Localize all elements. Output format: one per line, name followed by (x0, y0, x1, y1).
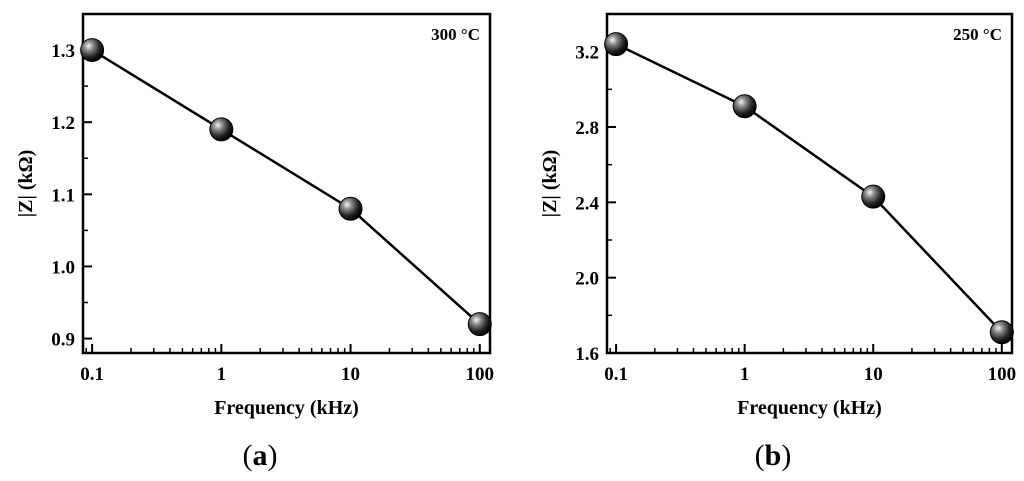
data-point (604, 32, 629, 57)
y-tick-label: 1.6 (575, 344, 599, 365)
data-point (80, 38, 105, 63)
panel-label-letter: a (253, 439, 268, 472)
panel-label-open: ( (755, 439, 765, 472)
temperature-annotation: 300 °C (431, 25, 480, 44)
y-tick-label: 3.2 (575, 43, 599, 64)
panel-label-close: ) (268, 439, 278, 472)
panel-a: 0.1 1 10 100 0.9 1.0 1.1 1.2 1.3 300 °C Frequency … (15, 12, 495, 472)
x-tick-label: 0.1 (604, 364, 628, 385)
plot-frame (605, 12, 1014, 355)
x-tick-label: 1 (217, 364, 227, 385)
y-axis-label: |Z| (kΩ) (15, 150, 37, 218)
data-point (732, 94, 757, 119)
data-point (861, 184, 886, 209)
plot-frame (81, 12, 492, 355)
x-tick-label: 0.1 (80, 364, 104, 385)
data-point (209, 117, 234, 142)
y-tick-label: 2.8 (575, 118, 599, 139)
temperature-annotation: 250 °C (953, 25, 1002, 44)
x-tick-label: 100 (988, 364, 1017, 385)
y-tick-label: 1.3 (51, 41, 75, 62)
data-point (989, 320, 1014, 345)
panel-b: 0.1 1 10 100 1.6 2.0 2.4 2.8 3.2 250 °C Frequency … (539, 12, 1017, 472)
series-line (91, 48, 481, 326)
y-tick-label: 1.0 (51, 257, 75, 278)
x-tick-label: 10 (341, 364, 360, 385)
panel-label-close: ) (781, 439, 791, 472)
y-tick-label: 2.0 (575, 269, 599, 290)
y-tick-label: 0.9 (51, 330, 75, 351)
data-point (467, 312, 492, 337)
x-tick-label: 1 (740, 364, 750, 385)
x-axis-label: Frequency (kHz) (737, 397, 882, 419)
x-tick-label: 100 (466, 364, 495, 385)
panel-label-letter: b (765, 439, 782, 472)
y-axis-label: |Z| (kΩ) (539, 150, 561, 218)
series-line (615, 43, 1003, 334)
panel-label: (b) (755, 439, 792, 472)
data-point (338, 196, 363, 221)
y-tick-label: 2.4 (575, 193, 599, 214)
y-tick-label: 1.2 (51, 113, 75, 134)
x-tick-label: 10 (864, 364, 883, 385)
panel-label-open: ( (243, 439, 253, 472)
x-axis-label: Frequency (kHz) (214, 397, 359, 419)
y-tick-label: 1.1 (51, 185, 75, 206)
panel-label: (a) (243, 439, 278, 472)
